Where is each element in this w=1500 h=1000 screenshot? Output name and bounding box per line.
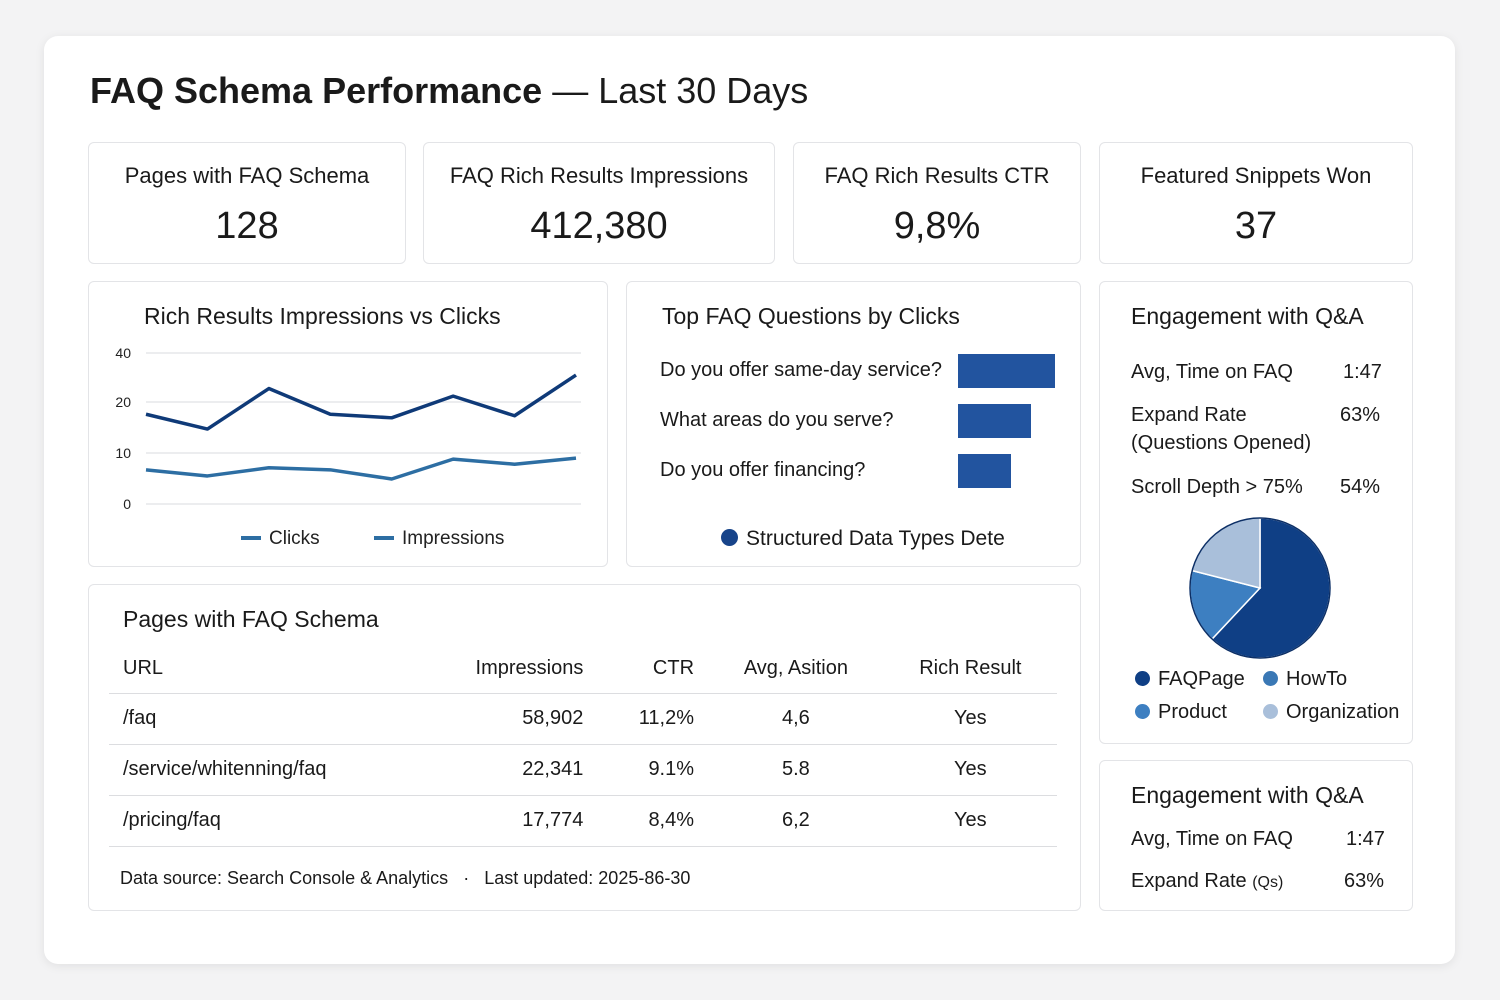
legend-label: Clicks xyxy=(269,528,320,549)
legend-dot-icon xyxy=(1263,704,1278,719)
metric-value: 1:47 xyxy=(1343,361,1382,383)
pie-legend-item: HowTo xyxy=(1263,668,1347,691)
kpi-impressions: FAQ Rich Results Impressions 412,380 xyxy=(423,142,775,264)
metric-value: 63% xyxy=(1344,870,1385,892)
question-label: Do you offer same-day service? xyxy=(660,359,942,381)
y-tick-label: 40 xyxy=(115,345,131,361)
kpi-snippets: Featured Snippets Won 37 xyxy=(1099,142,1413,264)
col-impressions[interactable]: Impressions xyxy=(416,645,598,694)
engagement-card: Engagement with Q&A Avg, Time on FAQ 1:4… xyxy=(1099,281,1413,744)
top-questions-card: Top FAQ Questions by Clicks Do you offer… xyxy=(626,281,1081,567)
series-line-clicks xyxy=(145,456,577,481)
metric-label: Expand Rate (Qs) xyxy=(1131,870,1284,892)
table-cell: 5.8 xyxy=(708,744,884,796)
question-label: Do you offer financing? xyxy=(660,459,866,481)
pages-table: URL Impressions CTR Avg, Asition Rich Re… xyxy=(109,645,1057,847)
y-tick-label: 10 xyxy=(115,445,131,461)
engagement-title: Engagement with Q&A xyxy=(1131,303,1364,329)
metric-sublabel: (Questions Opened) xyxy=(1131,432,1312,454)
table-cell: 6,2 xyxy=(708,795,884,847)
line-chart-card: Rich Results Impressions vs Clicks 0 10 20… xyxy=(88,281,608,567)
question-bar xyxy=(958,354,1055,388)
legend-label: Impressions xyxy=(402,528,504,549)
metric-value: 1:47 xyxy=(1346,828,1385,850)
table-cell[interactable]: /service/whitenning/faq xyxy=(109,744,417,796)
table-cell: 22,341 xyxy=(416,744,598,796)
pie-legend-item: Organization xyxy=(1263,701,1399,724)
table-cell: 11,2% xyxy=(597,693,709,745)
table-cell: 58,902 xyxy=(416,693,598,745)
table-cell: 9.1% xyxy=(597,744,709,796)
question-bar xyxy=(958,454,1012,488)
engagement-card-2: Engagement with Q&A Avg, Time on FAQ 1:4… xyxy=(1099,760,1413,911)
page-title: FAQ Schema Performance — Last 30 Days xyxy=(90,70,809,111)
pie-outline xyxy=(1189,517,1331,659)
legend-dot-icon xyxy=(1135,671,1150,686)
table-row[interactable]: /service/whitenning/faq 22,341 9.1% 5.8 Yes xyxy=(109,744,1057,796)
legend-dot-icon xyxy=(1135,704,1150,719)
line-chart: 0 10 20 40 Clicks Impressions xyxy=(115,345,581,549)
col-position[interactable]: Avg, Asition xyxy=(708,645,884,694)
col-url[interactable]: URL xyxy=(109,645,417,694)
table-cell[interactable]: /faq xyxy=(109,693,417,745)
top-questions-title: Top FAQ Questions by Clicks xyxy=(662,303,960,329)
pie-legend-item: Product xyxy=(1135,701,1227,724)
table-row[interactable]: /faq 58,902 11,2% 4,6 Yes xyxy=(109,693,1057,745)
metric-label: Avg, Time on FAQ xyxy=(1131,828,1293,850)
table-cell: Yes xyxy=(883,693,1057,745)
metric-label: Expand Rate xyxy=(1131,404,1247,426)
pie-legend-item: FAQPage xyxy=(1135,668,1245,691)
table-cell[interactable]: /pricing/faq xyxy=(109,795,417,847)
pie-chart xyxy=(1189,517,1331,659)
metric-value: 63% xyxy=(1340,404,1381,426)
col-rich-result[interactable]: Rich Result xyxy=(883,645,1057,694)
engagement2-title: Engagement with Q&A xyxy=(1131,782,1364,808)
table-title: Pages with FAQ Schema xyxy=(123,606,379,632)
legend-dot-icon xyxy=(721,529,738,546)
question-label: What areas do you serve? xyxy=(660,409,894,431)
pages-table-card: Pages with FAQ Schema URL Impressions CT… xyxy=(88,584,1081,911)
table-footer: Data source: Search Console & Analytics … xyxy=(120,868,691,888)
metric-label: Scroll Depth > 75% xyxy=(1131,476,1303,498)
legend-structured-data: Structured Data Types Dete xyxy=(721,527,1005,551)
table-cell: 8,4% xyxy=(597,795,709,847)
table-cell: 17,774 xyxy=(416,795,598,847)
metric-label: Avg, Time on FAQ xyxy=(1131,361,1293,383)
line-chart-title: Rich Results Impressions vs Clicks xyxy=(144,303,501,329)
kpi-pages: Pages with FAQ Schema 128 xyxy=(88,142,406,264)
y-tick-label: 20 xyxy=(115,394,131,410)
metric-value: 54% xyxy=(1340,476,1381,498)
table-cell: Yes xyxy=(883,744,1057,796)
legend-dot-icon xyxy=(1263,671,1278,686)
question-bar xyxy=(958,404,1031,438)
series-line-impressions xyxy=(145,373,577,431)
table-cell: Yes xyxy=(883,795,1057,847)
y-tick-label: 0 xyxy=(123,496,131,512)
kpi-ctr: FAQ Rich Results CTR 9,8% xyxy=(793,142,1081,264)
table-row[interactable]: /pricing/faq 17,774 8,4% 6,2 Yes xyxy=(109,795,1057,847)
col-ctr[interactable]: CTR xyxy=(597,645,709,694)
table-cell: 4,6 xyxy=(708,693,884,745)
